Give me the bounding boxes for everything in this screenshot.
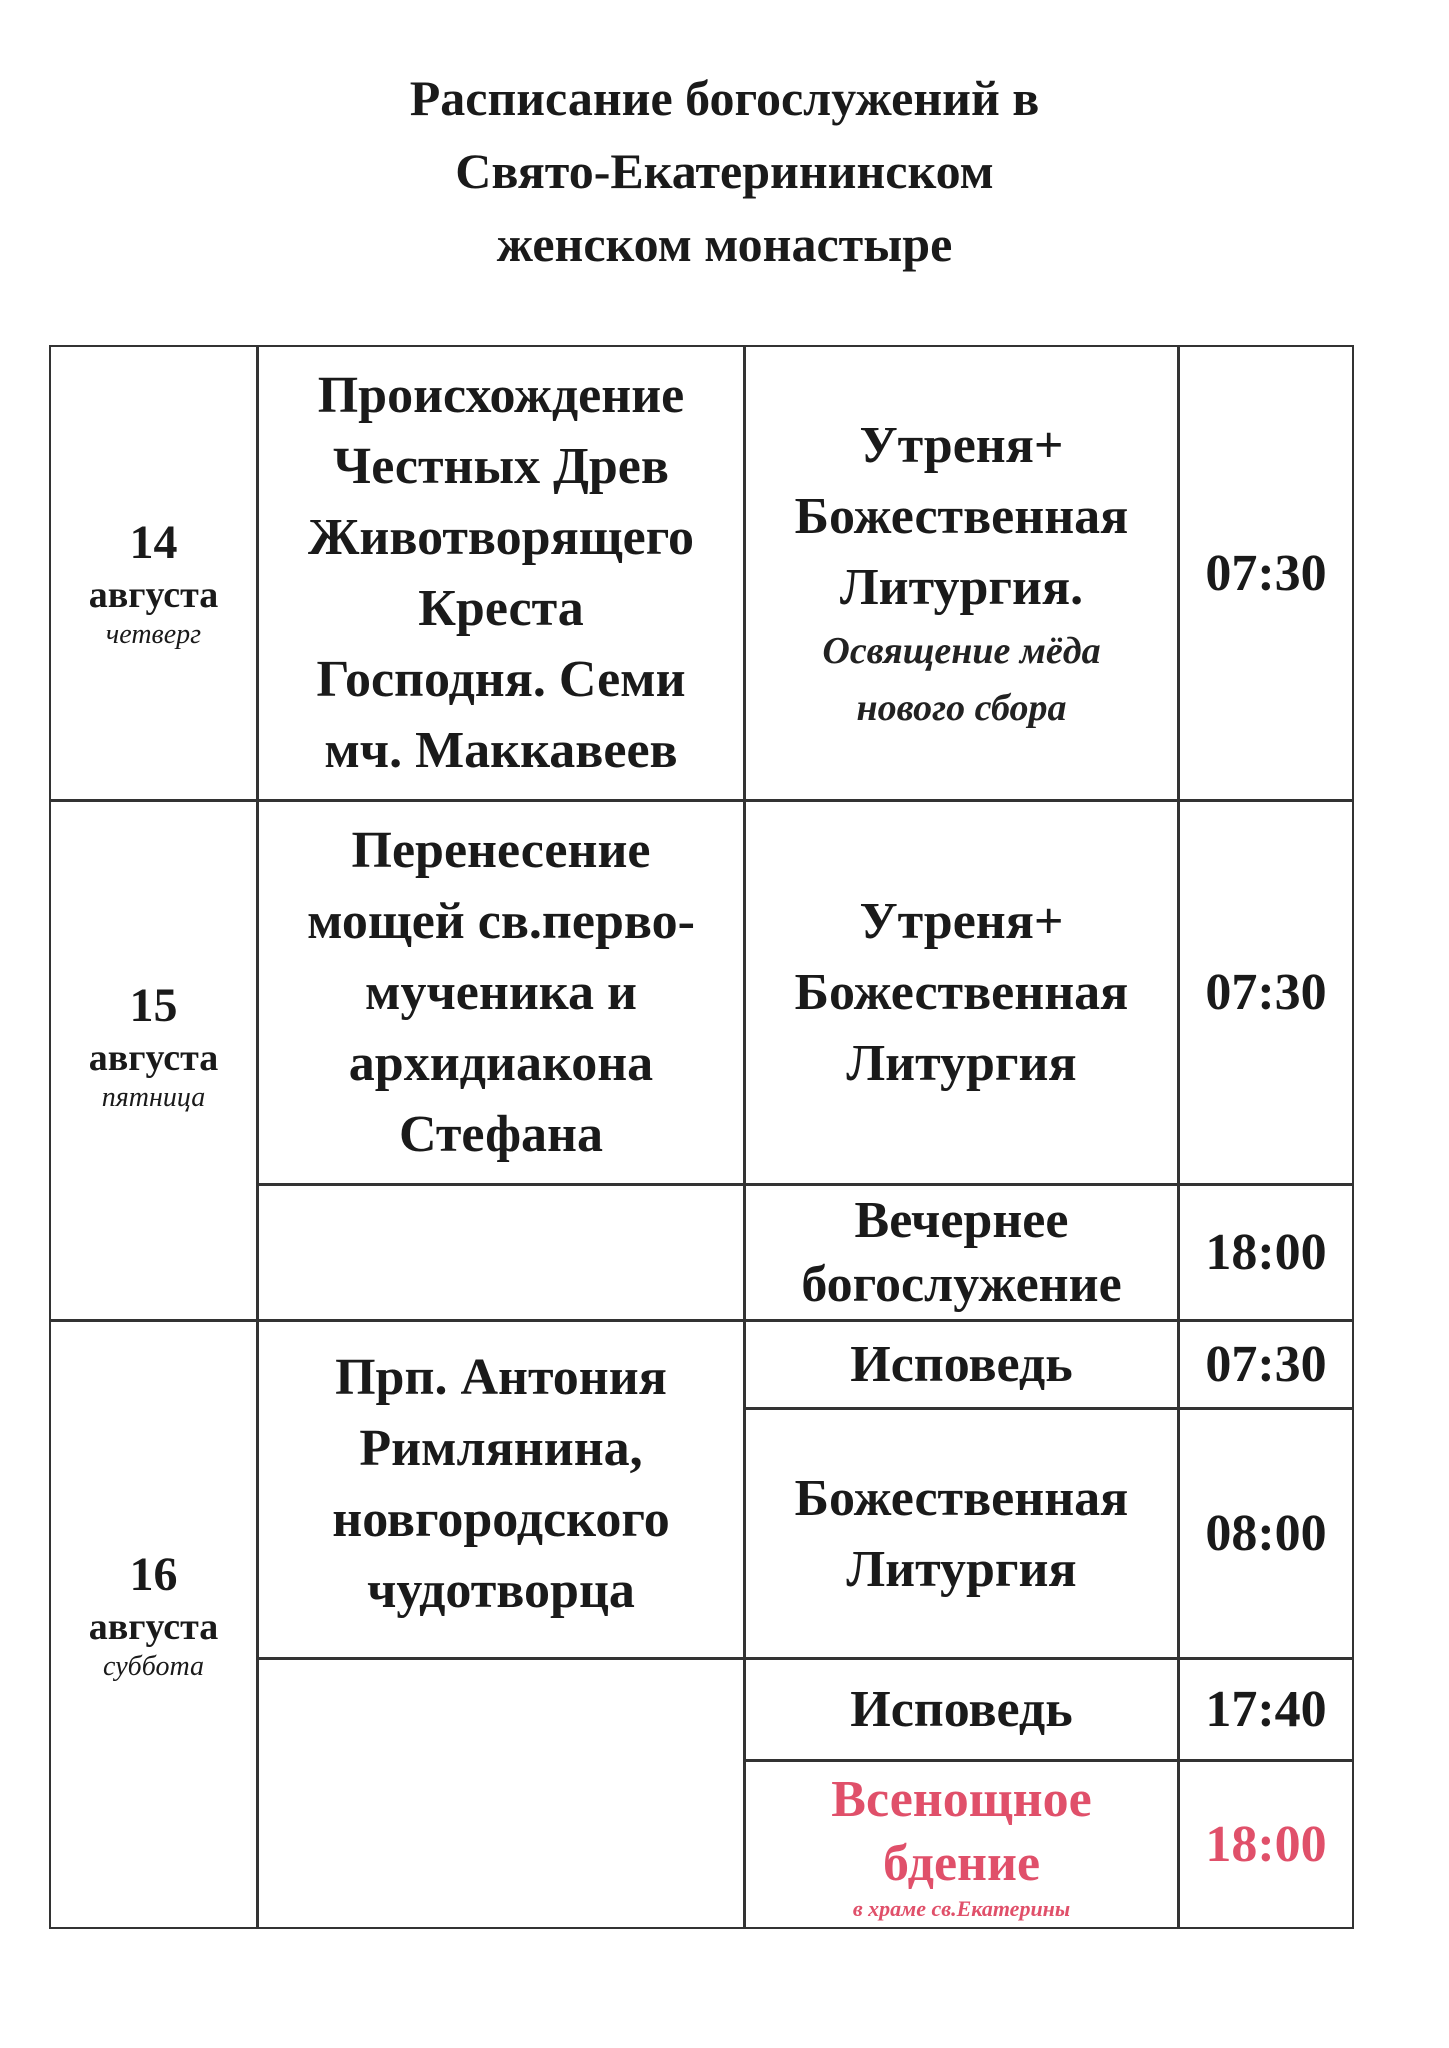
date-weekday: четверг xyxy=(105,619,202,650)
service-line: Утреня+ xyxy=(859,416,1064,474)
date-month: августа xyxy=(88,574,219,616)
feast-cell: Прп. Антония Римлянина, новгородского чу… xyxy=(257,1320,745,1659)
feast-line: новгородского xyxy=(332,1491,670,1548)
service-line: Литургия xyxy=(846,1035,1077,1092)
service-note: Освящение мёда xyxy=(822,629,1101,672)
service-line: Божественная xyxy=(794,1469,1129,1527)
date-day: 15 xyxy=(129,978,178,1032)
service-cell: Утреня+ Божественная Литургия. Освящение… xyxy=(744,345,1179,801)
feast-cell: Происхождение Честных Древ Животворящего… xyxy=(257,345,745,801)
service-cell: Исповедь xyxy=(744,1320,1179,1409)
time-cell-highlight: 18:00 xyxy=(1178,1760,1354,1929)
title-line: Расписание богослужений в xyxy=(409,70,1040,126)
service-line: Исповедь xyxy=(850,1681,1073,1738)
date-month: августа xyxy=(88,1036,219,1079)
feast-line: мученика и xyxy=(365,964,637,1021)
service-time: 18:00 xyxy=(1205,1816,1327,1873)
service-line: Божественная xyxy=(794,964,1129,1021)
service-cell: Исповедь xyxy=(744,1658,1179,1761)
service-cell: Божественная Литургия xyxy=(744,1408,1179,1659)
date-month: августа xyxy=(88,1605,219,1648)
feast-line: Перенесение xyxy=(351,822,651,879)
date-cell: 16 августа суббота xyxy=(49,1320,258,1929)
service-line: Утреня+ xyxy=(859,893,1064,950)
service-cell-highlight: Всенощное бдение в храме св.Екатерины xyxy=(744,1760,1179,1929)
service-time: 07:30 xyxy=(1205,544,1327,602)
feast-line: Господня. Семи xyxy=(316,651,686,708)
feast-line: мч. Маккавеев xyxy=(324,722,678,779)
title-line: женском монастыре xyxy=(496,216,953,272)
feast-line: мощей св.перво- xyxy=(307,893,695,950)
service-time: 18:00 xyxy=(1205,1224,1327,1281)
service-line: Исповедь xyxy=(850,1336,1073,1393)
service-line: Божественная xyxy=(794,487,1129,545)
empty-cell xyxy=(257,1658,745,1929)
feast-line: архидиакона xyxy=(348,1035,654,1092)
service-line: бдение xyxy=(882,1834,1041,1892)
feast-line: Стефана xyxy=(398,1106,604,1163)
date-day: 16 xyxy=(129,1547,178,1601)
service-time: 07:30 xyxy=(1205,1336,1327,1393)
service-line: Всенощное xyxy=(831,1770,1092,1828)
feast-cell: Перенесение мощей св.перво- мученика и а… xyxy=(257,800,745,1185)
service-line: Литургия xyxy=(846,1540,1077,1598)
feast-line: Честных Древ xyxy=(333,438,669,495)
empty-cell xyxy=(257,1184,745,1321)
time-cell: 07:30 xyxy=(1178,1320,1354,1409)
service-time: 08:00 xyxy=(1205,1505,1327,1562)
date-weekday: суббота xyxy=(102,1650,205,1682)
service-time: 17:40 xyxy=(1205,1681,1327,1738)
date-cell: 15 августа пятница xyxy=(49,800,258,1321)
page-title: Расписание богослужений в Свято-Екатерин… xyxy=(0,62,1449,281)
time-cell: 07:30 xyxy=(1178,345,1354,801)
time-cell: 07:30 xyxy=(1178,800,1354,1185)
feast-line: Креста xyxy=(418,580,584,637)
service-cell: Утреня+ Божественная Литургия xyxy=(744,800,1179,1185)
feast-line: чудотворца xyxy=(367,1562,635,1619)
service-time: 07:30 xyxy=(1205,964,1327,1021)
service-note: нового сбора xyxy=(856,686,1067,729)
service-cell: Вечернее богослужение xyxy=(744,1184,1179,1321)
feast-line: Происхождение xyxy=(317,367,685,424)
service-note: в храме св.Екатерины xyxy=(852,1895,1071,1921)
feast-line: Прп. Антония xyxy=(335,1349,667,1406)
service-line: Литургия. xyxy=(839,558,1084,616)
date-cell: 14 августа четверг xyxy=(49,345,258,801)
time-cell: 17:40 xyxy=(1178,1658,1354,1761)
title-line: Свято-Екатерининском xyxy=(455,143,994,199)
feast-line: Животворящего xyxy=(307,509,695,566)
time-cell: 08:00 xyxy=(1178,1408,1354,1659)
date-weekday: пятница xyxy=(101,1081,206,1113)
time-cell: 18:00 xyxy=(1178,1184,1354,1321)
service-line: богослужение xyxy=(801,1255,1122,1313)
date-day: 14 xyxy=(129,516,178,569)
feast-line: Римлянина, xyxy=(359,1420,643,1477)
service-line: Вечернее xyxy=(854,1191,1069,1249)
